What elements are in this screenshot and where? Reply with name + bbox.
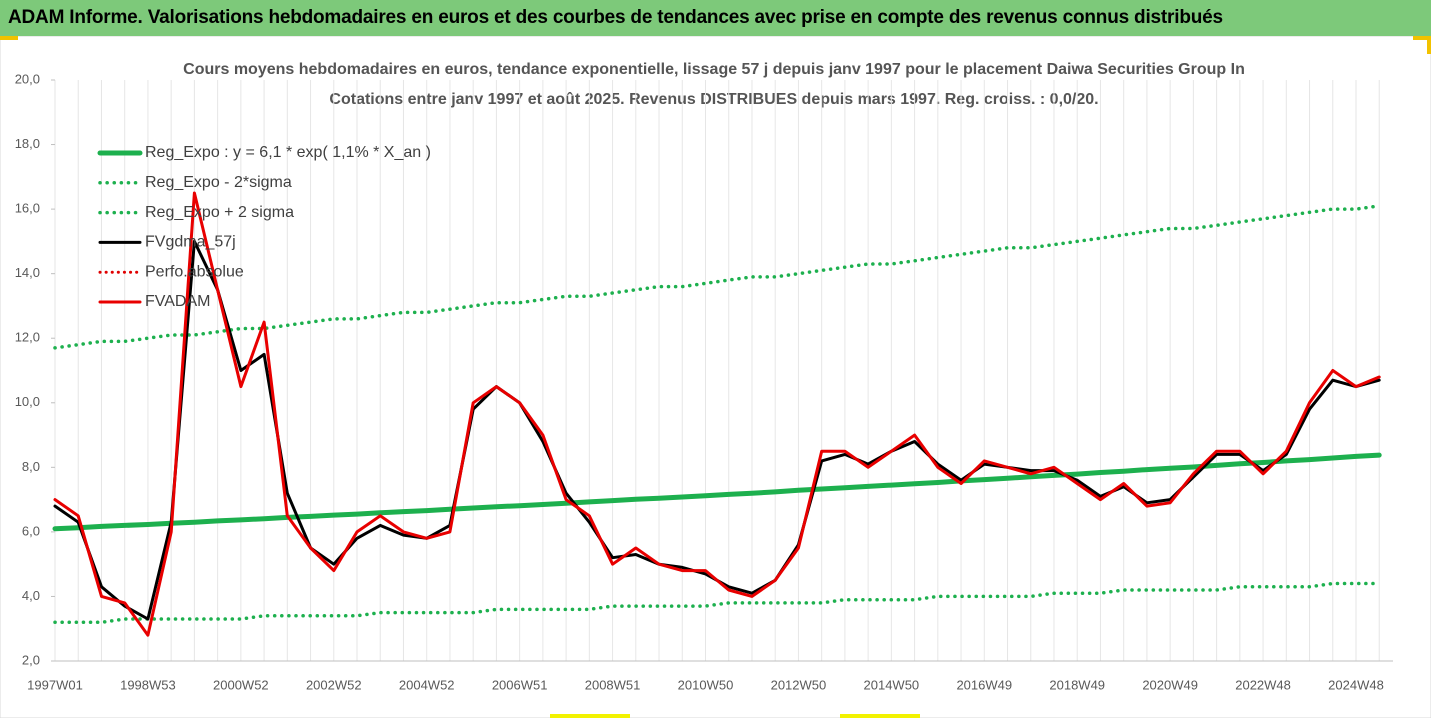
x-tick-label: 2004W52 (399, 677, 455, 692)
x-tick-label: 2012W50 (771, 677, 827, 692)
legend-label: Reg_Expo - 2*sigma (145, 174, 292, 191)
corner-mark (840, 714, 920, 718)
legend-label: Reg_Expo + 2 sigma (145, 204, 294, 221)
x-tick-label: 2008W51 (585, 677, 641, 692)
chart-subtitle: Cotations entre janv 1997 et août 2025. … (329, 91, 1098, 108)
x-tick-label: 2000W52 (213, 677, 269, 692)
series-line (53, 581, 1381, 625)
y-tick-label: 4,0 (22, 588, 40, 603)
x-tick-label: 2014W50 (864, 677, 920, 692)
x-tick-label: 2016W49 (956, 677, 1012, 692)
legend-label: Perfo.absolue (145, 263, 244, 280)
corner-mark (1413, 36, 1431, 40)
x-tick-label: 1997W01 (27, 677, 83, 692)
series-line (52, 452, 1382, 532)
x-tick-label: 2018W49 (1049, 677, 1105, 692)
y-tick-label: 18,0 (15, 136, 40, 151)
corner-mark (1427, 36, 1431, 54)
y-tick-label: 12,0 (15, 330, 40, 345)
legend-label: FVADAM (145, 293, 210, 310)
y-tick-label: 2,0 (22, 652, 40, 667)
x-tick-label: 2006W51 (492, 677, 548, 692)
corner-mark (550, 714, 630, 718)
y-tick-label: 6,0 (22, 523, 40, 538)
chart: Cours moyens hebdomadaires en euros, ten… (0, 36, 1431, 718)
legend-label: FVgdma_57j (145, 234, 236, 251)
y-tick-label: 8,0 (22, 459, 40, 474)
series-line (53, 191, 1381, 637)
legend-label: Reg_Expo : y = 6,1 * exp( 1,1% * X_an ) (145, 144, 431, 161)
x-tick-label: 2022W48 (1235, 677, 1291, 692)
x-tick-label: 2020W49 (1142, 677, 1198, 692)
y-tick-label: 14,0 (15, 265, 40, 280)
x-tick-label: 2010W50 (678, 677, 734, 692)
header-title: ADAM Informe. Valorisations hebdomadaire… (8, 7, 1223, 28)
x-tick-label: 1998W53 (120, 677, 176, 692)
series-line (53, 204, 1381, 350)
corner-mark (0, 36, 18, 40)
x-tick-label: 2002W52 (306, 677, 362, 692)
x-tick-label: 2024W48 (1328, 677, 1384, 692)
header-bar: ADAM Informe. Valorisations hebdomadaire… (0, 0, 1431, 36)
chart-title: Cours moyens hebdomadaires en euros, ten… (183, 61, 1245, 78)
y-tick-label: 10,0 (15, 394, 40, 409)
y-tick-label: 16,0 (15, 201, 40, 216)
y-tick-label: 20,0 (15, 71, 40, 86)
